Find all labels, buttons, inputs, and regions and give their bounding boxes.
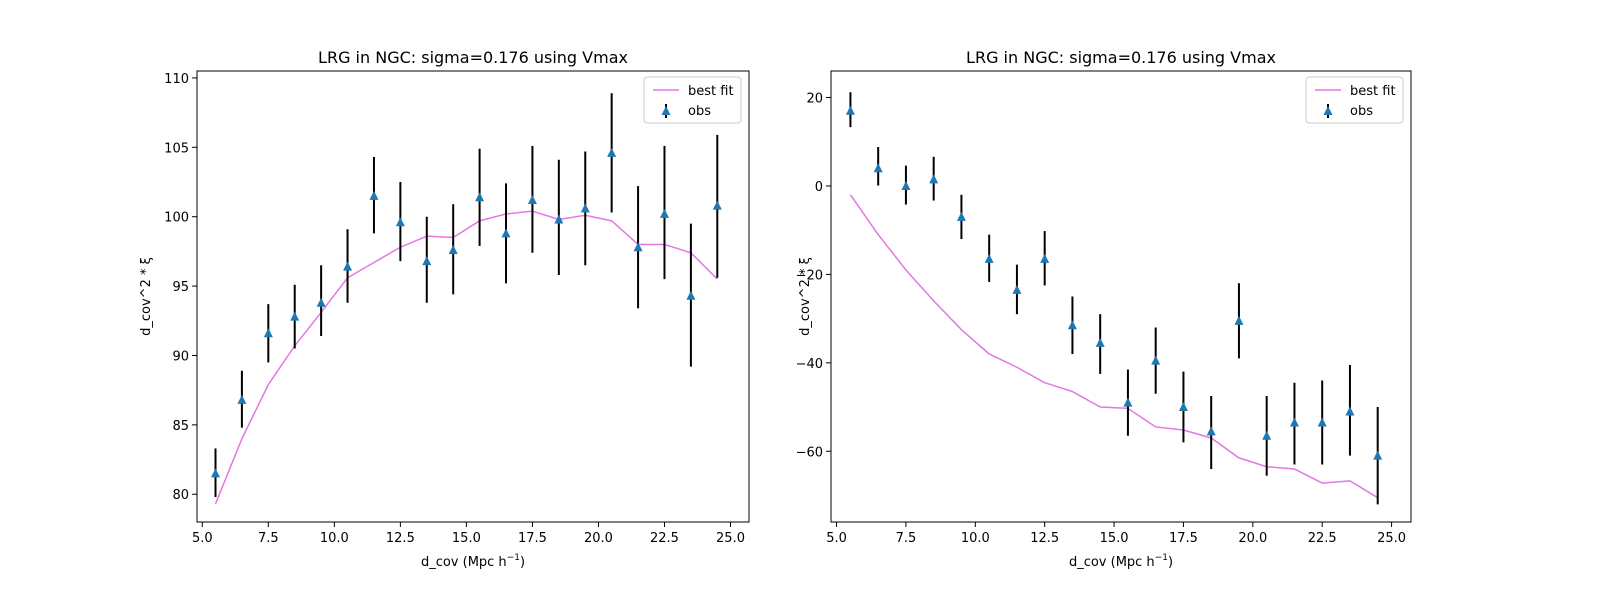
right-obs-marker [1040,253,1050,263]
right-legend: best fit obs [1305,76,1404,124]
left-obs-marker [290,311,300,321]
right-obs-marker [1345,406,1355,416]
right-x-tick-label: 25.0 [1377,531,1406,546]
left-y-tick-label: 80 [172,488,189,503]
left-x-tick-label: 22.5 [650,531,679,546]
left-obs-marker [422,256,432,266]
right-y-tick-label: 20 [806,92,823,107]
left-y-tick-label: 95 [172,280,189,295]
left-obs-marker [210,468,220,478]
right-obs-marker [1262,430,1272,440]
left-best-fit-line [214,210,718,505]
left-obs-marker [263,328,273,338]
right-obs-marker [1373,450,1383,460]
right-obs-marker [984,253,994,263]
right-y-tick-label: −60 [796,445,823,460]
right-obs-marker [845,105,855,115]
left-obs-marker [343,261,353,271]
right-obs-marker [1012,284,1022,294]
left-x-tick-label: 20.0 [584,531,613,546]
left-y-tick-label: 110 [164,72,189,87]
right-legend-label-best-fit: best fit [1350,84,1396,99]
left-x-tick-label: 12.5 [386,531,415,546]
left-obs-marker [527,195,537,205]
right-y-tick-label: 0 [815,180,823,195]
left-y-tick-label: 90 [172,349,189,364]
right-obs-marker [956,211,966,221]
left-y-tick-label: 105 [164,141,189,156]
left-obs-marker [580,203,590,213]
right-chart-panel: LRG in NGC: sigma=0.176 using Vmax 5.0 7.5… [796,48,1412,570]
left-legend-label-obs: obs [688,104,711,119]
left-obs-marker [554,214,564,224]
left-axes-frame [196,70,750,523]
left-obs-marker [633,242,643,252]
left-x-axis-label-end: ) [520,555,525,570]
right-legend-marker-swatch [1323,106,1333,115]
right-obs-marker [929,174,939,184]
left-y-tick-label: 85 [172,419,189,434]
right-obs-marker [901,180,911,190]
right-x-tick-label: 10.0 [961,531,990,546]
left-legend: best fit obs [643,76,742,124]
right-obs-marker [1317,417,1327,427]
right-obs-marker [1123,397,1133,407]
right-x-tick-label: 7.5 [896,531,917,546]
right-x-tick-label: 17.5 [1169,531,1198,546]
right-x-axis-label-end: ) [1168,555,1173,570]
right-obs-marker [1289,417,1299,427]
left-obs-marker [686,290,696,300]
left-obs-marker [712,200,722,210]
left-y-axis-label: d_cov^2 * ξ [139,257,154,336]
left-obs-marker [448,245,458,255]
right-chart-title: LRG in NGC: sigma=0.176 using Vmax [966,48,1276,67]
left-obs-marker [475,192,485,202]
right-plot-area [845,92,1383,505]
left-x-tick-label: 10.0 [320,531,349,546]
left-x-tick-label: 25.0 [716,531,745,546]
left-chart-title: LRG in NGC: sigma=0.176 using Vmax [318,48,628,67]
left-legend-marker-swatch [661,106,671,115]
right-obs-marker [1151,355,1161,365]
right-x-tick-label: 15.0 [1100,531,1129,546]
right-x-axis-label-sup: −1 [1155,553,1168,563]
left-obs-marker [501,228,511,238]
right-obs-marker [873,163,883,173]
left-x-axis-label-sup: −1 [507,553,520,563]
right-x-tick-label: 5.0 [826,531,847,546]
left-obs-marker [369,190,379,200]
left-x-tick-label: 15.0 [452,531,481,546]
right-obs-marker [1067,320,1077,330]
left-x-tick-label: 17.5 [518,531,547,546]
right-obs-marker [1206,426,1216,436]
left-obs-marker [395,217,405,227]
left-y-tick-label: 100 [164,211,189,226]
left-x-tick-label: 5.0 [192,531,213,546]
left-obs-marker [607,147,617,157]
left-chart-panel: LRG in NGC: sigma=0.176 using Vmax 5.0 7.5… [139,48,750,570]
right-y-tick-label: −40 [796,357,823,372]
right-y-tick-label: −20 [796,268,823,283]
right-x-axis-label: d_cov (Mpc h−1) [1069,553,1173,570]
right-x-axis-label-main: d_cov (Mpc h [1069,555,1155,570]
right-obs-marker [1178,402,1188,412]
left-plot-area [210,93,722,505]
right-obs-marker [1095,337,1105,347]
left-obs-marker [659,208,669,218]
right-obs-marker [1234,315,1244,325]
left-obs-marker [316,297,326,307]
right-best-fit-line [849,194,1379,499]
right-x-tick-label: 22.5 [1308,531,1337,546]
left-x-tick-label: 7.5 [258,531,279,546]
left-x-axis-label-main: d_cov (Mpc h [421,555,507,570]
right-x-tick-label: 12.5 [1030,531,1059,546]
left-obs-marker [237,394,247,404]
left-legend-label-best-fit: best fit [688,84,734,99]
right-legend-label-obs: obs [1350,104,1373,119]
left-x-axis-label: d_cov (Mpc h−1) [421,553,525,570]
right-axes-frame [830,70,1412,523]
right-x-tick-label: 20.0 [1238,531,1267,546]
right-y-axis-label: d_cov^2 * ξ [798,257,813,336]
